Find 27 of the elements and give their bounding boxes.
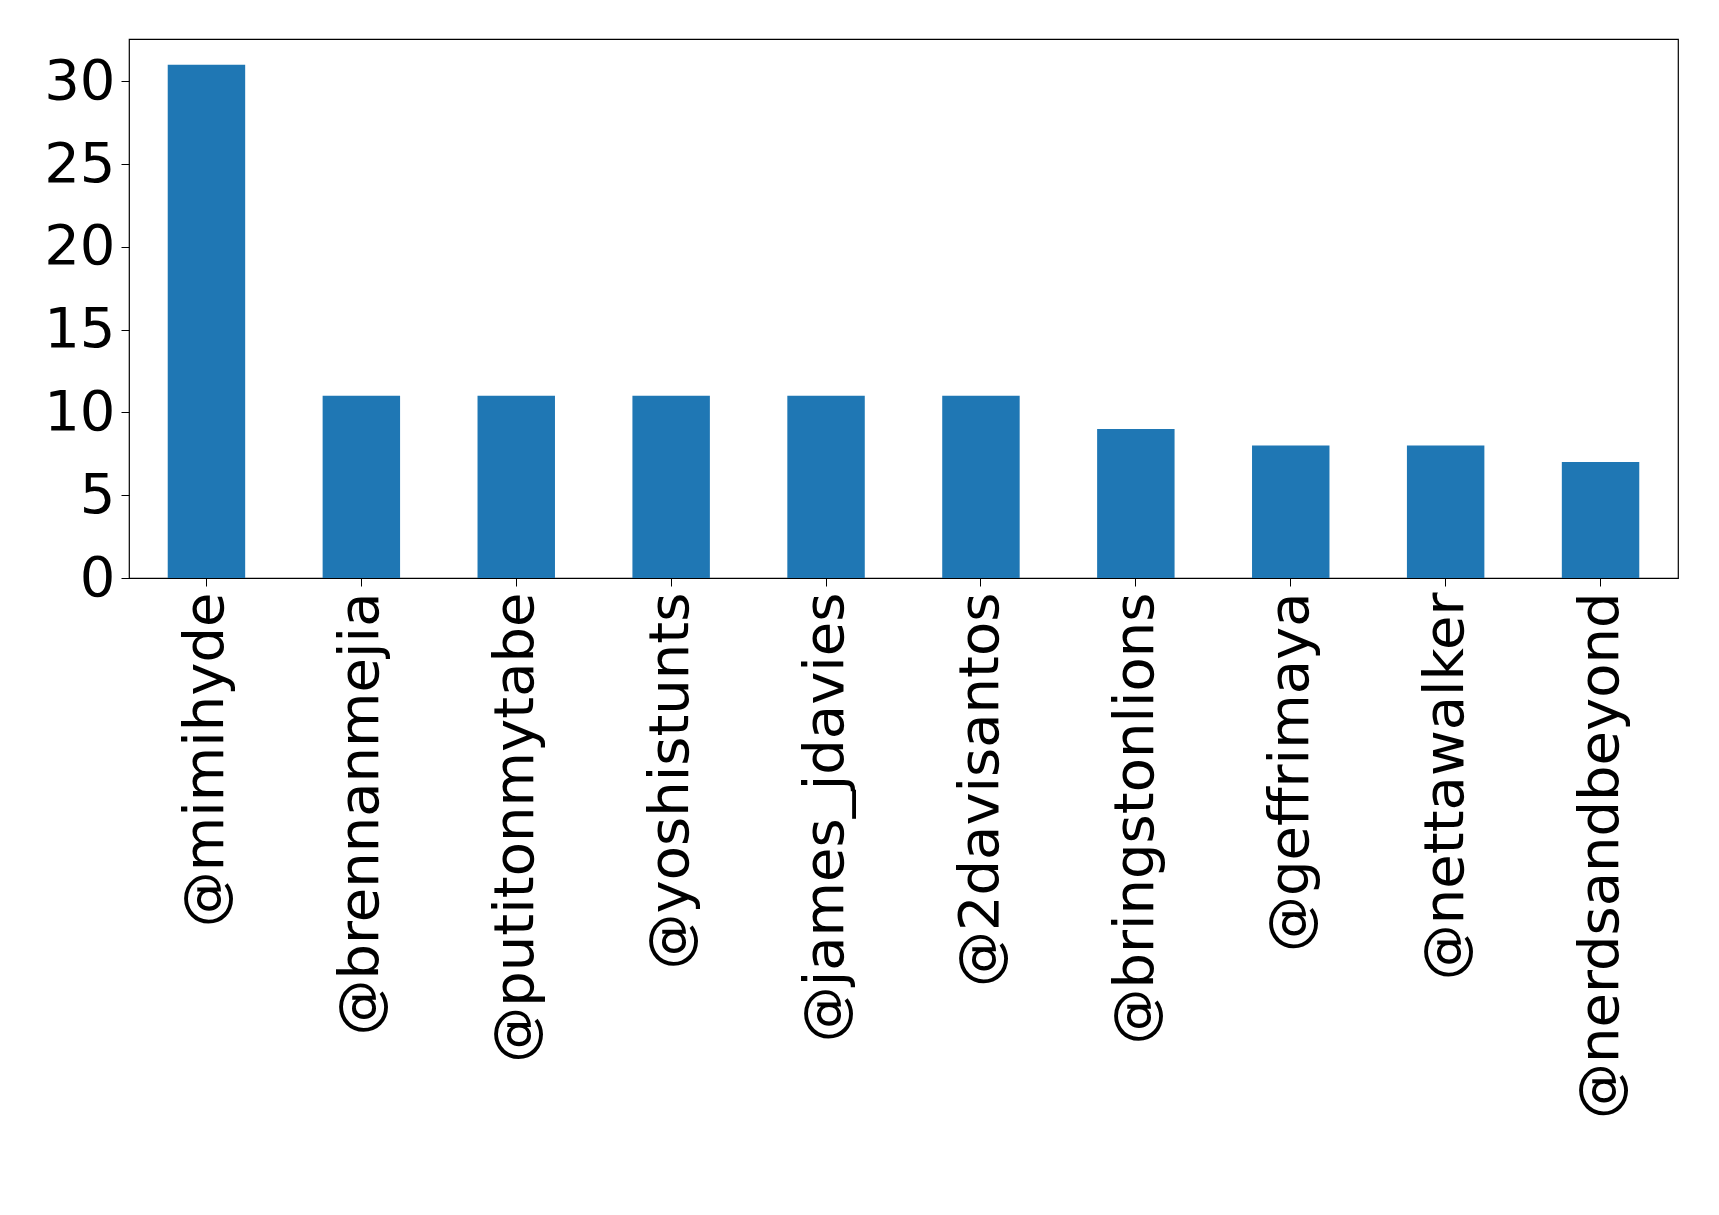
bar <box>1561 462 1640 578</box>
bar <box>787 395 865 578</box>
bar <box>632 395 710 578</box>
y-tick-label: 30 <box>44 46 116 112</box>
y-tick-label: 10 <box>44 377 116 443</box>
x-tick-label: @geffrimaya <box>1255 592 1321 952</box>
x-tick-label: @putitonmytabe <box>481 592 547 1063</box>
y-tick-label: 15 <box>44 295 116 361</box>
bar <box>167 64 246 578</box>
bar <box>322 395 401 578</box>
bar <box>1406 445 1485 578</box>
x-tick-label: @brennanmejia <box>326 592 392 1036</box>
x-tick-label: @2davisantos <box>945 592 1011 988</box>
x-tick-label: @bringstonlions <box>1100 592 1166 1045</box>
y-tick-label: 20 <box>44 212 116 278</box>
x-tick-label: @nettawalker <box>1410 591 1476 981</box>
x-tick-label: @james_jdavies <box>791 592 857 1043</box>
bar <box>1097 428 1175 578</box>
x-tick-label: @yoshistunts <box>636 592 702 970</box>
y-tick-label: 5 <box>79 460 116 526</box>
bar <box>942 395 1020 578</box>
bar <box>1252 445 1330 578</box>
bar <box>477 395 555 578</box>
x-tick-label: @nerdsandbeyond <box>1565 592 1631 1120</box>
x-tick-label: @mimihyde <box>171 592 237 928</box>
y-tick-label: 0 <box>79 543 116 609</box>
y-tick-label: 25 <box>44 129 116 195</box>
